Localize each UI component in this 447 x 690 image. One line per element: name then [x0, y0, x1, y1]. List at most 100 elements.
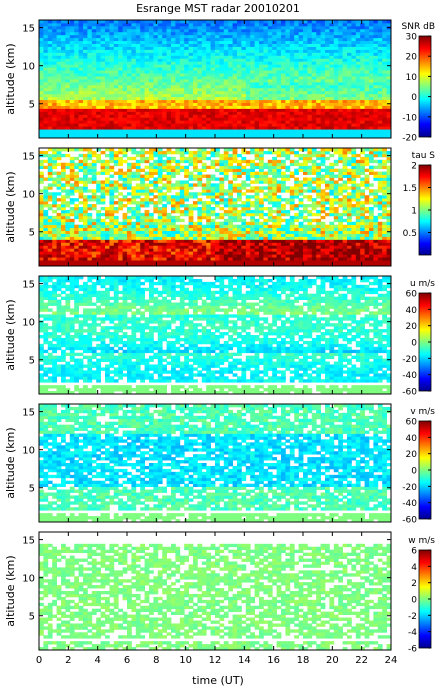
heatmap-cell [118, 22, 123, 27]
heatmap-cell [166, 120, 172, 124]
heatmap-cell [338, 37, 343, 42]
heatmap-cell [74, 156, 79, 161]
heatmap-cell [316, 34, 321, 39]
heatmap-cell [149, 108, 154, 112]
heatmap-cell [245, 79, 251, 83]
heatmap-cell [298, 123, 304, 127]
heatmap-cell [166, 251, 172, 255]
heatmap-cell [166, 76, 172, 80]
heatmap-cell [91, 120, 97, 124]
heatmap-cell [153, 171, 159, 175]
heatmap-cell [61, 171, 66, 175]
heatmap-cell [166, 79, 172, 83]
heatmap-cell [87, 81, 93, 86]
heatmap-cell [135, 174, 141, 178]
heatmap-cell [78, 96, 84, 101]
heatmap-cell [338, 96, 343, 101]
heatmap-cell [206, 227, 211, 231]
heatmap-cell [201, 230, 207, 234]
heatmap-cell [166, 126, 172, 130]
heatmap-cell [113, 245, 119, 249]
heatmap-cell [140, 224, 145, 229]
heatmap-cell [157, 126, 163, 130]
heatmap-cell [144, 215, 150, 220]
heatmap-cell [232, 168, 238, 172]
heatmap-cell [206, 31, 211, 36]
heatmap-cell [263, 162, 269, 167]
heatmap-cell [382, 34, 387, 39]
heatmap-cell [245, 183, 251, 187]
heatmap-cell [91, 177, 97, 181]
heatmap-cell [285, 135, 291, 139]
heatmap-cell [140, 46, 145, 50]
heatmap-cell [135, 150, 141, 155]
heatmap-cell [122, 93, 128, 98]
heatmap-cell [127, 165, 132, 170]
heatmap-cell [61, 102, 66, 106]
heatmap-cell [320, 108, 326, 112]
heatmap-cell [144, 111, 150, 115]
heatmap-cell [373, 67, 379, 71]
heatmap-cell [364, 46, 370, 50]
heatmap-cell [333, 87, 339, 92]
heatmap-cell [122, 263, 128, 267]
heatmap-cell [131, 55, 137, 59]
heatmap-cell [281, 132, 286, 136]
heatmap-cell [83, 209, 88, 214]
heatmap-cell [96, 224, 101, 229]
heatmap-cell [206, 180, 211, 184]
heatmap-cell [127, 114, 132, 118]
heatmap-cell [276, 46, 282, 50]
heatmap-cell [184, 207, 189, 211]
heatmap-cell [47, 227, 53, 231]
heatmap-cell [281, 87, 286, 92]
heatmap-cell [373, 22, 379, 27]
heatmap-cell [386, 111, 392, 115]
heatmap-cell [83, 67, 88, 71]
heatmap-cell [109, 52, 115, 56]
heatmap-cell [276, 43, 282, 47]
heatmap-cell [127, 257, 132, 261]
heatmap-cell [263, 192, 269, 196]
heatmap-cell [272, 34, 277, 39]
heatmap-cell [232, 87, 238, 92]
heatmap-cell [43, 31, 49, 36]
heatmap-cell [294, 20, 299, 24]
heatmap-cell [245, 245, 251, 249]
heatmap-cell [254, 156, 260, 161]
heatmap-cell [377, 67, 383, 71]
heatmap-cell [166, 102, 172, 106]
heatmap-cell [193, 224, 198, 229]
heatmap-cell [219, 156, 225, 161]
heatmap-cell [157, 52, 163, 56]
heatmap-cell [377, 123, 383, 127]
heatmap-cell [237, 46, 242, 50]
heatmap-cell [347, 61, 352, 65]
heatmap-cell [373, 64, 379, 68]
heatmap-cell [56, 126, 62, 130]
heatmap-cell [241, 207, 247, 211]
heatmap-cell [329, 90, 335, 95]
heatmap-cell [153, 201, 159, 205]
heatmap-cell [289, 22, 295, 27]
heatmap-cell [61, 20, 66, 24]
heatmap-cell [171, 174, 176, 178]
heatmap-cell [140, 20, 145, 24]
heatmap-cell [267, 61, 273, 65]
heatmap-cell [162, 126, 167, 130]
heatmap-cell [298, 70, 304, 74]
heatmap-cell [83, 221, 88, 226]
heatmap-cell [113, 67, 119, 71]
heatmap-cell [193, 165, 198, 170]
heatmap-cell [69, 177, 75, 181]
heatmap-cell [69, 123, 75, 127]
heatmap-cell [91, 204, 97, 208]
heatmap-cell [215, 79, 220, 83]
heatmap-cell [219, 61, 225, 65]
heatmap-cell [347, 111, 352, 115]
heatmap-cell [78, 108, 84, 112]
heatmap-cell [184, 105, 189, 109]
heatmap-cell [105, 180, 110, 184]
heatmap-cell [215, 25, 220, 30]
heatmap-cell [39, 46, 44, 50]
